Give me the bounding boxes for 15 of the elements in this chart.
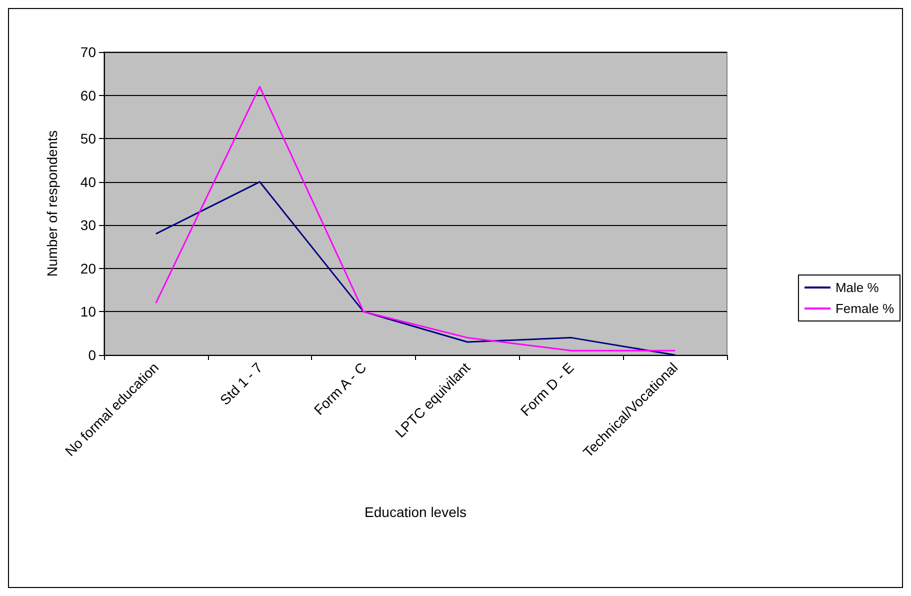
y-axis-title: Number of respondents bbox=[44, 130, 60, 277]
legend-label: Male % bbox=[835, 280, 880, 295]
x-axis-title: Education levels bbox=[364, 504, 466, 520]
y-tick-label: 60 bbox=[80, 87, 96, 104]
x-tick-label: Std 1 - 7 bbox=[216, 359, 266, 408]
y-tick-label: 0 bbox=[88, 347, 96, 363]
y-tick-label: 30 bbox=[80, 217, 96, 234]
line-series bbox=[155, 86, 676, 352]
y-tick-label: 70 bbox=[80, 44, 96, 60]
y-tick-label: 50 bbox=[80, 130, 96, 147]
line-series bbox=[155, 181, 676, 356]
legend-label: Female % bbox=[835, 301, 894, 316]
y-tick-label: 10 bbox=[80, 304, 96, 320]
y-tick-label: 40 bbox=[80, 174, 96, 190]
y-tick-label: 20 bbox=[80, 260, 96, 276]
